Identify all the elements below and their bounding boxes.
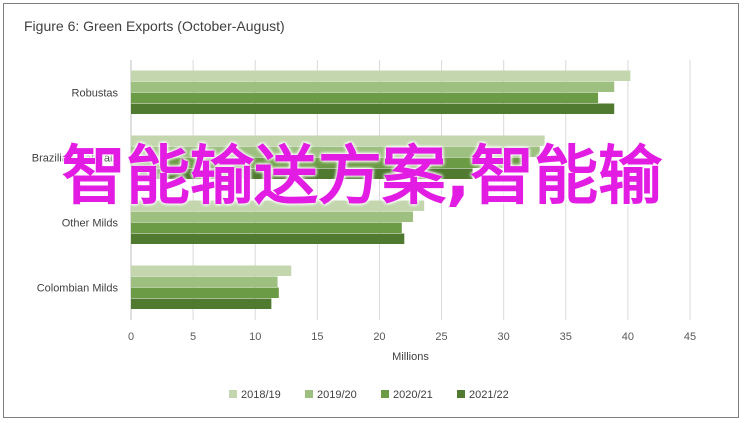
- category-label: Brazilian Naturals: [32, 153, 119, 165]
- x-tick-label: 45: [684, 331, 696, 343]
- bar: [131, 135, 545, 146]
- chart-title: Figure 6: Green Exports (October-August): [24, 18, 285, 34]
- legend-swatch: [229, 390, 237, 398]
- bar: [131, 276, 278, 287]
- x-tick-label: 0: [128, 331, 134, 343]
- category-label: Other Milds: [62, 218, 119, 230]
- x-tick-label: 20: [373, 331, 385, 343]
- legend-label: 2021/22: [469, 389, 509, 401]
- bar: [131, 103, 615, 114]
- bar: [131, 233, 405, 244]
- x-tick-label: 25: [435, 331, 447, 343]
- bar: [131, 146, 540, 157]
- x-tick-label: 15: [311, 331, 323, 343]
- bar: [131, 298, 272, 309]
- legend-label: 2018/19: [241, 389, 281, 401]
- x-tick-label: 5: [190, 331, 196, 343]
- legend-swatch: [305, 390, 313, 398]
- bar: [131, 70, 631, 81]
- x-tick-label: 40: [622, 331, 634, 343]
- legend-swatch: [381, 390, 389, 398]
- x-tick-label: 30: [498, 331, 510, 343]
- bar: [131, 287, 279, 298]
- legend-label: 2019/20: [317, 389, 357, 401]
- bar: [131, 81, 615, 92]
- bar: [131, 211, 413, 222]
- legend-label: 2020/21: [393, 389, 433, 401]
- x-tick-label: 35: [560, 331, 572, 343]
- legend-swatch: [457, 390, 465, 398]
- bar: [131, 265, 292, 276]
- bar: [131, 200, 425, 211]
- bar: [131, 157, 529, 168]
- category-label: Colombian Milds: [37, 283, 119, 295]
- bar: [131, 222, 402, 233]
- bar: [131, 92, 599, 103]
- x-tick-label: 10: [249, 331, 261, 343]
- category-label: Robustas: [72, 88, 119, 100]
- x-axis-title: Millions: [392, 351, 429, 363]
- bar: [131, 168, 473, 179]
